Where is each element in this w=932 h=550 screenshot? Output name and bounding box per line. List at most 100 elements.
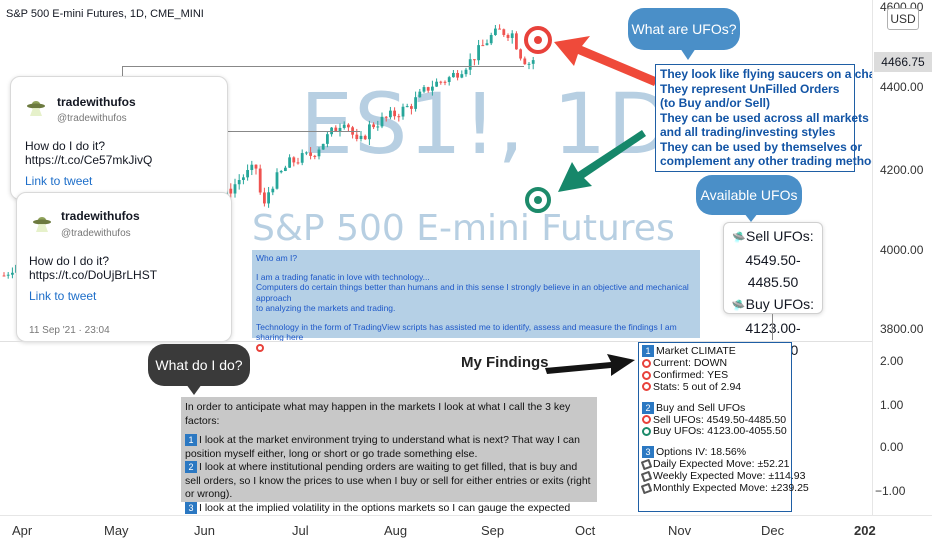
time-axis[interactable] — [0, 515, 932, 550]
what-i-do-box: In order to anticipate what may happen i… — [181, 397, 597, 527]
ufo-info-line: They look like flying saucers on a chart — [660, 67, 885, 81]
ufo-info-line: They can be used across all markets — [660, 110, 869, 125]
time-axis-label: Aug — [384, 523, 408, 538]
candle-body — [376, 126, 380, 128]
time-axis-label: 202 — [854, 523, 876, 538]
candle-body — [275, 172, 279, 189]
available-ufos-box: 🛸Sell UFOs: 4549.50-4485.50 🛸Buy UFOs: 4… — [723, 222, 823, 358]
candle-body — [527, 63, 531, 65]
tweet-text: How do I do it? https://t.co/Ce57mkJivQ — [25, 139, 153, 167]
time-axis-label: Jun — [194, 523, 215, 538]
candle-body — [11, 272, 14, 275]
candle-body — [498, 28, 501, 30]
candle-body — [414, 97, 417, 109]
tweet-link[interactable]: Link to tweet — [25, 174, 93, 188]
candle-body — [515, 33, 518, 50]
pane-separator[interactable] — [0, 341, 872, 342]
candle-body — [473, 59, 476, 61]
candle-body — [334, 127, 338, 132]
findings-line: Sell UFOs: 4549.50-4485.50 — [653, 413, 787, 426]
candle-body — [292, 157, 296, 163]
candle-body — [250, 164, 254, 171]
currency-button[interactable]: USD — [887, 8, 919, 30]
candle-body — [494, 28, 497, 35]
number-1-icon: 1 — [185, 434, 197, 446]
candle-body — [384, 116, 388, 118]
who-am-i-heading: Who am I? — [256, 253, 298, 263]
ufo-avatar-icon — [27, 101, 45, 116]
candle-body — [464, 69, 468, 75]
bubble-tail — [680, 48, 696, 60]
candle-body — [254, 164, 258, 169]
available-ufos-bubble: Available UFOs — [696, 175, 802, 215]
findings-line: Stats: 5 out of 2.94 — [653, 380, 742, 393]
bubble-tail — [186, 384, 202, 395]
candle-body — [347, 124, 350, 128]
findings-line: Confirmed: YES — [653, 368, 729, 381]
number-2-icon: 2 — [185, 461, 197, 473]
sell-target-icon — [524, 26, 552, 54]
who-am-i-box: Who am I? I am a trading fanatic in love… — [252, 250, 700, 353]
findings-title: Market CLIMATE — [656, 345, 736, 357]
candle-body — [447, 77, 451, 83]
candle-body — [506, 34, 510, 38]
candle-body — [229, 188, 233, 194]
candle-body — [326, 134, 329, 144]
number-3-icon: 3 — [185, 501, 197, 514]
candle-body — [372, 124, 375, 128]
price-axis[interactable] — [872, 0, 932, 520]
tweet-card-2[interactable]: tradewithufos @tradewithufos How do I do… — [16, 192, 232, 342]
candle-body — [426, 87, 430, 91]
number-3-icon: 3 — [642, 446, 654, 459]
candle-body — [418, 91, 422, 98]
buy-target-icon — [525, 187, 551, 213]
what-i-do-intro: In order to anticipate what may happen i… — [185, 401, 571, 427]
price-axis-label: 4200.00 — [880, 163, 924, 177]
candle-body — [410, 106, 413, 109]
who-am-i-line: I am a trading fanatic in love with tech… — [256, 271, 430, 282]
tweet-link[interactable]: Link to tweet — [29, 289, 97, 303]
time-axis-label: Oct — [575, 523, 596, 538]
findings-title: Buy and Sell UFOs — [656, 401, 746, 414]
candle-body — [233, 184, 237, 194]
candle-body — [477, 45, 480, 61]
calendar-icon — [640, 482, 653, 495]
number-1-icon: 1 — [642, 345, 654, 357]
candle-body — [435, 81, 438, 87]
tweet-author-handle: @tradewithufos — [61, 228, 131, 239]
candle-body — [258, 168, 262, 193]
target-icon — [642, 370, 651, 380]
candle-body — [284, 167, 287, 171]
time-axis-label: Dec — [761, 523, 785, 538]
candle-body — [393, 110, 396, 117]
who-am-i-line: to analyzing the markets and trading. — [256, 303, 396, 313]
connector-line-1 — [122, 66, 524, 67]
candle-body — [305, 152, 308, 154]
sell-ufos-label: Sell UFOs: — [746, 228, 814, 244]
ufo-info-line: and all trading/investing styles — [660, 125, 836, 139]
number-2-icon: 2 — [642, 401, 654, 414]
target-icon — [642, 358, 651, 368]
tweet-card-1[interactable]: tradewithufos @tradewithufos How do I do… — [10, 76, 228, 200]
candle-body — [452, 72, 455, 78]
candle-body — [288, 157, 291, 168]
indicator-axis-label: 2.00 — [880, 354, 904, 368]
candle-body — [489, 34, 493, 44]
candle-body — [321, 143, 325, 150]
calendar-icon — [640, 470, 653, 483]
connector-line-2 — [124, 131, 360, 132]
candle-body — [296, 162, 300, 164]
time-axis-label: Nov — [668, 523, 692, 538]
candle-body — [338, 127, 342, 132]
connector-line-3 — [772, 314, 773, 340]
target-icon — [642, 415, 651, 425]
candle-body — [485, 43, 489, 46]
price-axis-label: 4400.00 — [880, 80, 924, 94]
candle-body — [510, 33, 514, 38]
candle-body — [242, 177, 245, 181]
ufo-info-line: They can be used by themselves or — [660, 139, 863, 154]
candle-body — [456, 72, 459, 78]
ufo-target-icon — [256, 344, 264, 353]
ufo-info-line: complement any other trading method — [660, 154, 879, 168]
